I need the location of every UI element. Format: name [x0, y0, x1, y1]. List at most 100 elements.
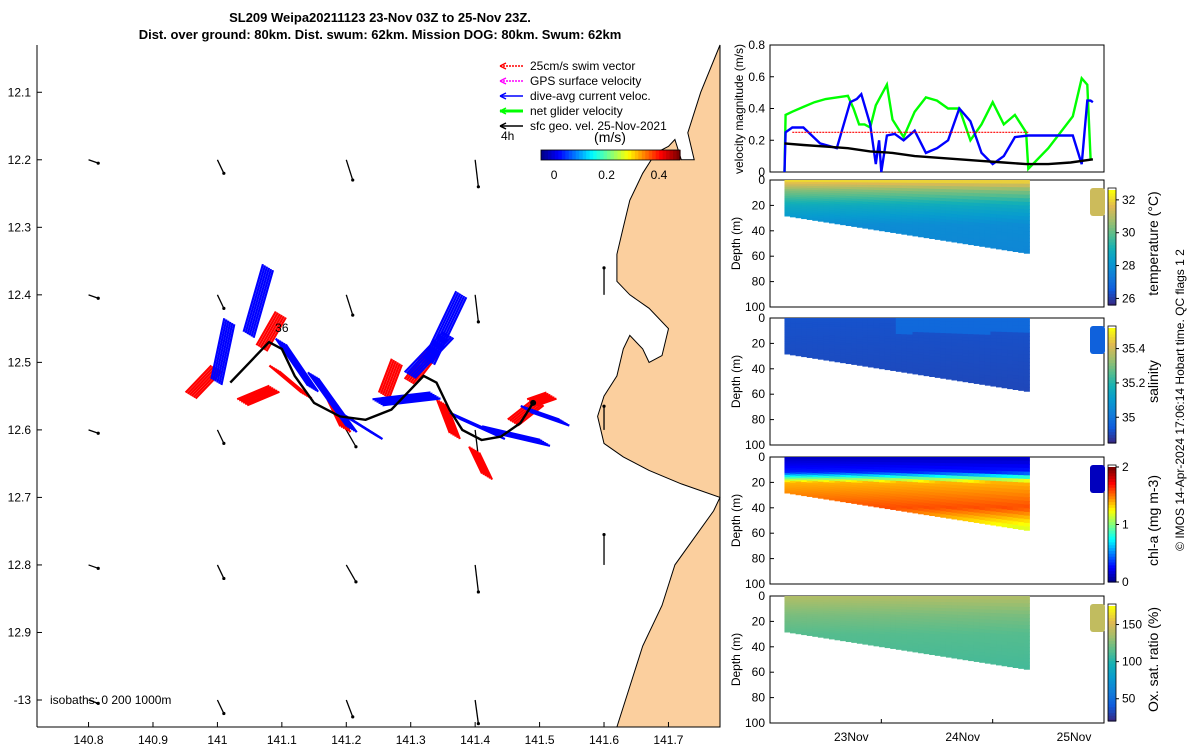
- section-cell: [973, 648, 980, 653]
- section-colorbar-cell: [1108, 567, 1116, 572]
- map-colorbar-cell: [575, 150, 580, 160]
- section-cell: [884, 500, 891, 504]
- section-cell: [973, 202, 980, 207]
- section-cell: [817, 608, 824, 611]
- section-cell: [879, 628, 886, 632]
- section-cell: [879, 348, 886, 352]
- section-cell: [873, 494, 880, 498]
- section-cell: [901, 326, 908, 330]
- section-cell: [823, 198, 830, 202]
- section-cell: [906, 224, 914, 228]
- section-cell: [996, 242, 1003, 246]
- current-vector: [429, 294, 464, 363]
- section-cell: [895, 360, 902, 364]
- section-cell: [784, 325, 791, 328]
- section-cell: [934, 501, 941, 505]
- geo-vector: [88, 564, 99, 569]
- section-cell: [912, 207, 919, 212]
- section-cell: [817, 206, 824, 210]
- section-cell: [834, 324, 841, 328]
- section-cell: [817, 477, 824, 481]
- section-cell: [990, 331, 997, 336]
- section-cell: [934, 209, 941, 214]
- section-cell: [845, 189, 852, 192]
- swim-vector: [240, 387, 274, 403]
- section-cell: [984, 348, 991, 353]
- section-cell: [784, 196, 791, 199]
- section-cell: [862, 342, 869, 345]
- section-colorbar-cell: [1108, 371, 1116, 375]
- section-cell: [873, 222, 880, 226]
- section-cell: [923, 326, 930, 331]
- section-cell: [873, 199, 880, 203]
- section-cell: [834, 339, 841, 343]
- section-cell: [929, 628, 936, 632]
- section-cell: [1007, 492, 1014, 497]
- current-vector: [530, 410, 570, 427]
- section-cell: [817, 188, 824, 191]
- section-cell: [845, 191, 852, 195]
- section-cell: [968, 469, 975, 474]
- section-cell: [984, 467, 991, 471]
- section-cell: [940, 508, 947, 512]
- section-cell: [845, 202, 852, 206]
- section-cell: [1023, 328, 1030, 334]
- section-cell: [790, 468, 797, 471]
- section-cell: [784, 203, 791, 206]
- section-cell: [801, 480, 808, 483]
- section-cell: [957, 649, 964, 654]
- section-cell: [806, 609, 813, 613]
- section-cell: [895, 209, 902, 213]
- section-cell: [834, 606, 841, 610]
- section-cell: [790, 490, 797, 493]
- section-cell: [840, 468, 847, 471]
- section-cell: [867, 320, 875, 324]
- section-cell: [968, 457, 975, 461]
- section-cell: [867, 615, 875, 619]
- section-cell: [901, 318, 908, 322]
- section-cell: [929, 457, 936, 461]
- section-cell: [823, 336, 830, 340]
- section-colorbar-cell: [1108, 244, 1116, 249]
- section-cell: [879, 479, 886, 483]
- section-cell: [829, 630, 836, 633]
- section-cell: [784, 485, 791, 489]
- section-cell: [817, 196, 824, 200]
- section-cell: [862, 322, 869, 326]
- section-cell: [906, 320, 914, 325]
- section-cell: [790, 462, 797, 465]
- section-cell: [817, 471, 824, 474]
- section-cell: [784, 318, 791, 321]
- section-cell: [940, 330, 947, 334]
- section-cell: [784, 462, 791, 465]
- section-cell: [951, 475, 958, 480]
- section-cell: [957, 186, 964, 190]
- section-cell: [984, 490, 991, 495]
- section-cell: [951, 472, 958, 477]
- section-cell: [934, 359, 941, 364]
- section-cell: [1018, 339, 1025, 344]
- section-cell: [918, 465, 925, 469]
- section-cell: [851, 186, 858, 190]
- section-cell: [829, 634, 836, 638]
- section-cell: [957, 507, 964, 511]
- section-cell: [934, 200, 941, 205]
- section-cell: [996, 596, 1003, 600]
- section-cell: [979, 371, 986, 375]
- section-cell: [929, 625, 936, 629]
- section-cell: [901, 617, 908, 621]
- section-cell: [979, 506, 986, 511]
- section-cell: [923, 182, 930, 187]
- section-cell: [884, 221, 891, 225]
- section-cell: [784, 621, 791, 624]
- section-cell: [929, 642, 936, 647]
- section-cell: [784, 326, 791, 330]
- section-cell: [817, 322, 824, 325]
- section-cell: [879, 182, 886, 186]
- section-cell: [934, 457, 941, 461]
- map-colorbar-tick: 0: [551, 168, 558, 182]
- section-cell: [856, 636, 863, 640]
- section-cell: [940, 354, 947, 358]
- section-cell: [957, 478, 964, 483]
- section-cell: [856, 360, 863, 364]
